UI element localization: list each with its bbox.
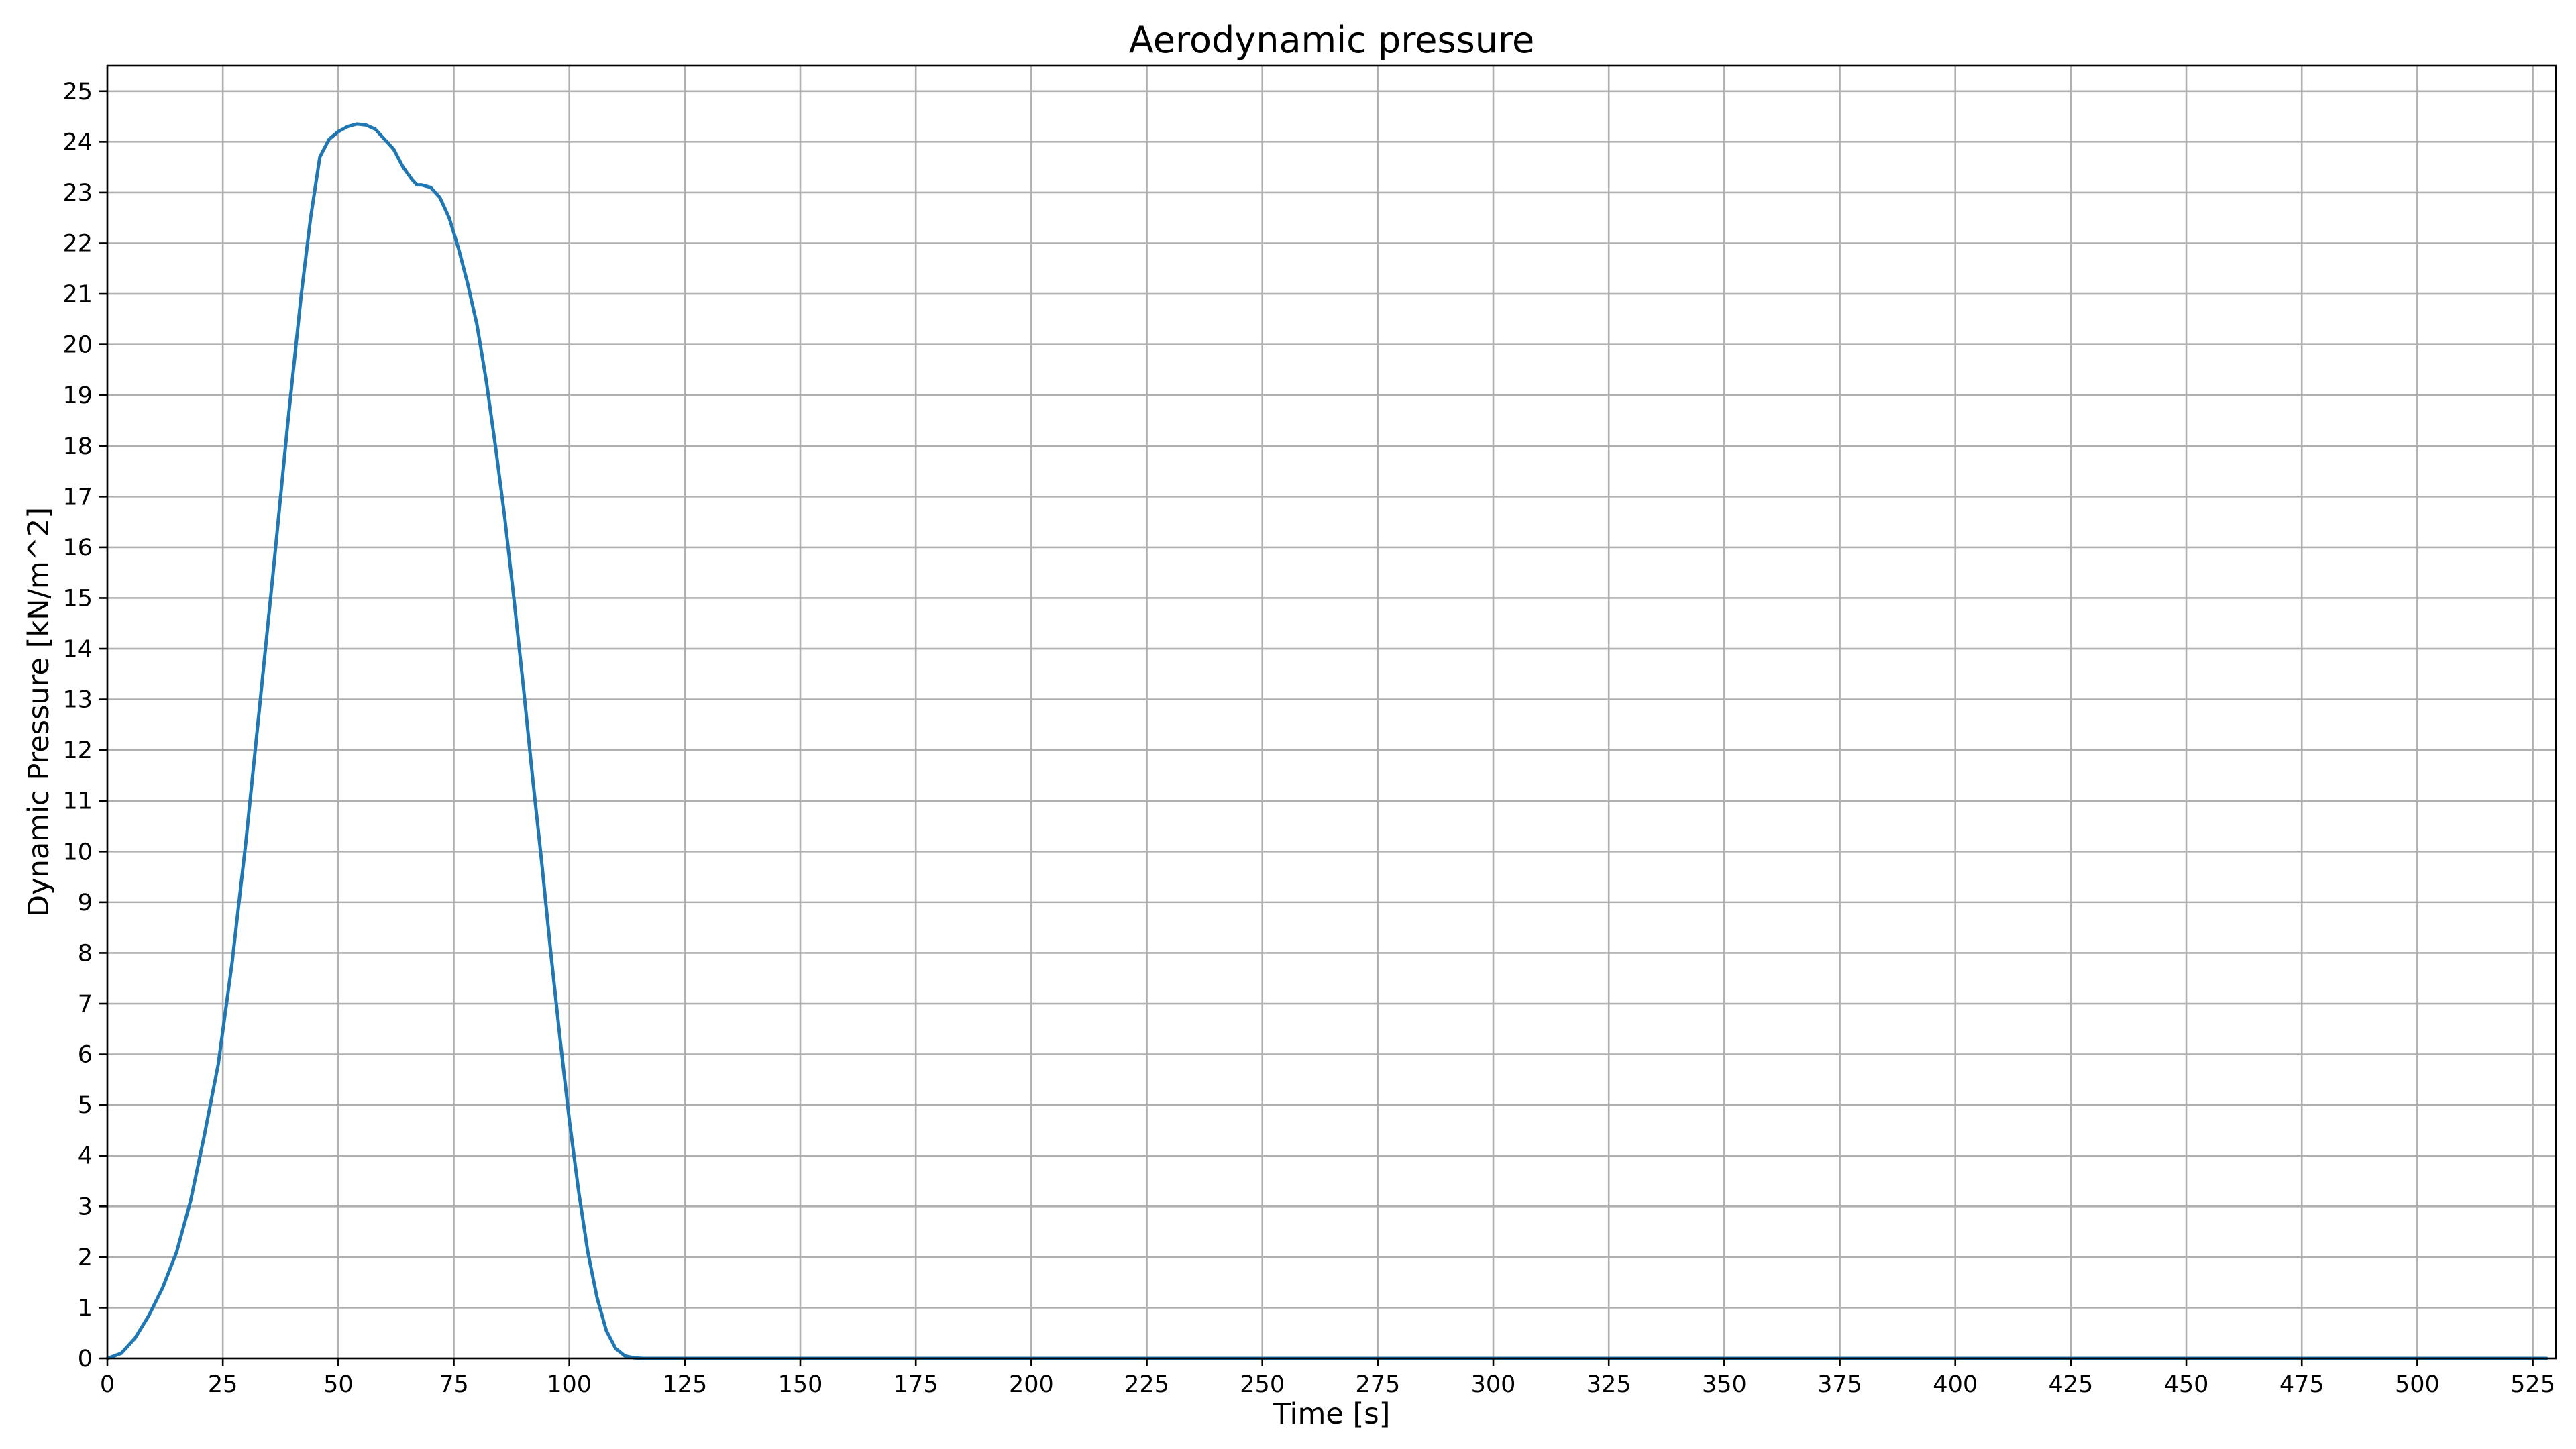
y-tick-label: 23 xyxy=(62,180,93,207)
y-tick-label: 4 xyxy=(78,1143,93,1170)
y-tick-label: 5 xyxy=(78,1092,93,1119)
y-tick-label: 10 xyxy=(62,839,93,865)
x-tick-label: 450 xyxy=(2164,1371,2209,1398)
x-tick-label: 325 xyxy=(1587,1371,1631,1398)
y-axis-label: Dynamic Pressure [kN/m^2] xyxy=(22,507,56,917)
x-tick-label: 75 xyxy=(439,1371,469,1398)
x-axis-label: Time [s] xyxy=(1273,1397,1391,1431)
y-axis-ticks: 0123456789101112131415161718192021222324… xyxy=(62,78,107,1373)
y-tick-label: 7 xyxy=(78,991,93,1018)
x-tick-label: 25 xyxy=(208,1371,238,1398)
y-tick-label: 17 xyxy=(62,484,93,511)
x-tick-label: 50 xyxy=(323,1371,354,1398)
chart-title: Aerodynamic pressure xyxy=(1129,19,1535,61)
y-tick-label: 24 xyxy=(62,129,93,156)
y-tick-label: 18 xyxy=(62,433,93,460)
x-tick-label: 275 xyxy=(1355,1371,1400,1398)
y-tick-label: 25 xyxy=(62,78,93,105)
x-tick-label: 200 xyxy=(1009,1371,1054,1398)
y-tick-label: 6 xyxy=(78,1042,93,1069)
y-tick-label: 20 xyxy=(62,332,93,359)
grid xyxy=(106,66,2556,1360)
y-tick-label: 3 xyxy=(78,1193,93,1220)
x-tick-label: 100 xyxy=(547,1371,592,1398)
y-tick-label: 16 xyxy=(62,535,93,561)
y-tick-label: 0 xyxy=(78,1346,93,1373)
x-axis-ticks: 0 25 50 75 100 125 150 175 200 225 250 275 300 325 350… xyxy=(100,1358,2555,1398)
y-tick-label: 21 xyxy=(62,281,93,308)
y-tick-label: 8 xyxy=(78,940,93,967)
y-tick-label: 11 xyxy=(62,788,93,815)
x-tick-label: 225 xyxy=(1124,1371,1169,1398)
y-tick-label: 14 xyxy=(62,636,93,663)
x-tick-label: 425 xyxy=(2048,1371,2093,1398)
plot-frame xyxy=(106,64,2557,1360)
x-tick-label: 350 xyxy=(1702,1371,1747,1398)
x-tick-label: 500 xyxy=(2395,1371,2440,1398)
y-tick-label: 9 xyxy=(78,890,93,916)
y-tick-label: 1 xyxy=(78,1295,93,1322)
x-tick-label: 475 xyxy=(2279,1371,2324,1398)
x-tick-label: 175 xyxy=(894,1371,938,1398)
x-tick-label: 400 xyxy=(1933,1371,1978,1398)
series-layer xyxy=(105,122,2548,1360)
x-tick-label: 250 xyxy=(1240,1371,1285,1398)
y-tick-label: 22 xyxy=(62,230,93,257)
y-tick-label: 15 xyxy=(62,585,93,612)
y-tick-label: 19 xyxy=(62,382,93,409)
y-tick-label: 13 xyxy=(62,687,93,714)
x-tick-label: 375 xyxy=(1817,1371,1862,1398)
x-tick-label: 150 xyxy=(778,1371,823,1398)
x-tick-label: 525 xyxy=(2510,1371,2555,1398)
x-tick-label: 300 xyxy=(1471,1371,1516,1398)
y-tick-label: 2 xyxy=(78,1244,93,1271)
x-tick-label: 0 xyxy=(100,1371,115,1398)
series-line-0 xyxy=(105,122,2548,1360)
y-tick-label: 12 xyxy=(62,737,93,764)
x-tick-label: 125 xyxy=(662,1371,707,1398)
